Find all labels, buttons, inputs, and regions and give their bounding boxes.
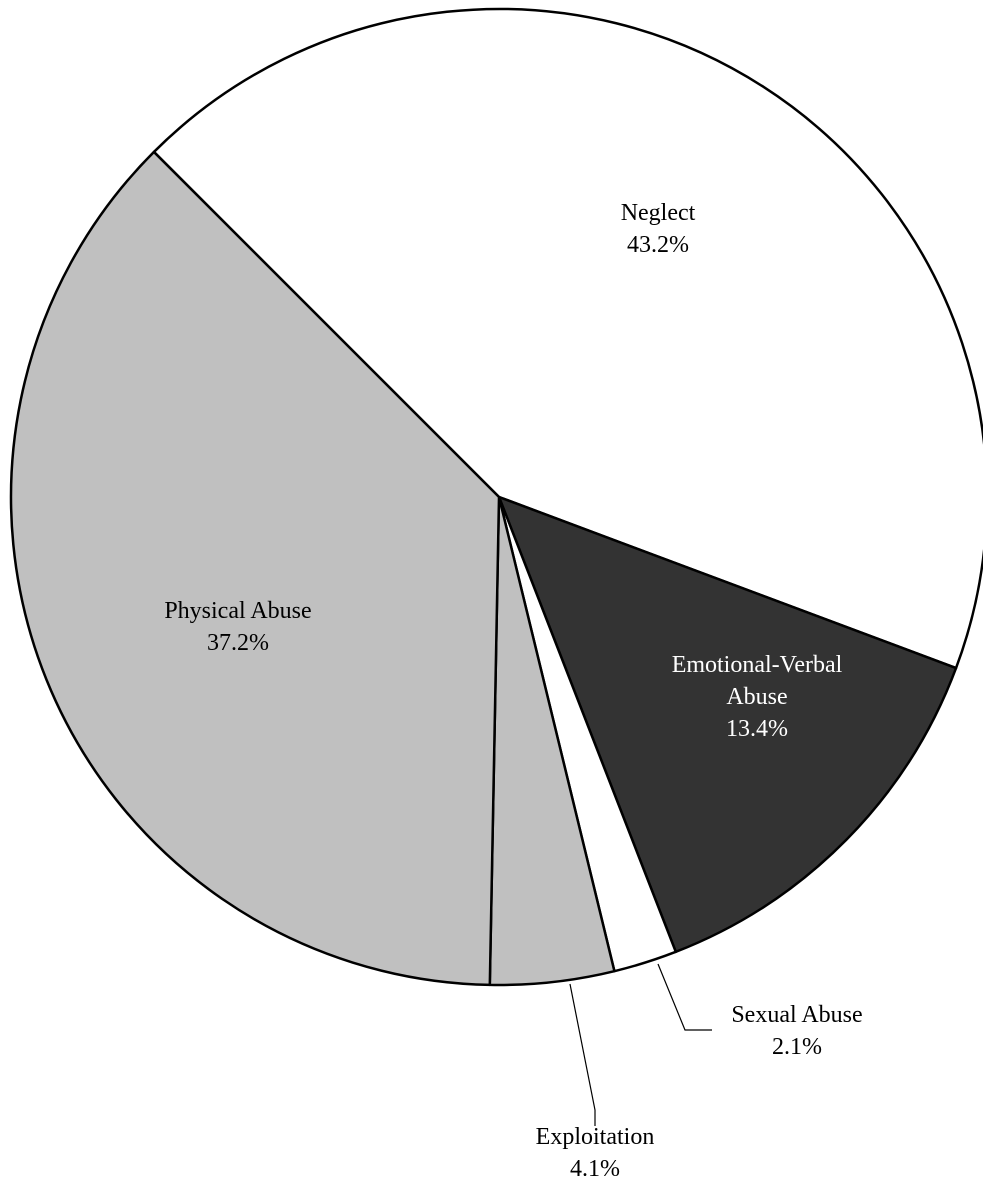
leader-line-exploitation	[569, 983, 596, 1126]
slice-category-label: Neglect	[621, 200, 696, 226]
slice-label-neglect: Neglect 43.2%	[621, 200, 696, 258]
slice-category-label: Abuse	[726, 684, 787, 710]
slice-value-label: 2.1%	[772, 1034, 822, 1060]
slice-category-label: Exploitation	[536, 1124, 655, 1150]
slice-value-label: 43.2%	[627, 232, 689, 258]
pie-slice-emotional-verbal-abuse	[497, 495, 958, 954]
labels-layer: Neglect 43.2% Emotional-Verbal Abuse 13.4% Se…	[164, 200, 862, 1182]
slice-value-label: 37.2%	[207, 630, 269, 656]
slice-label-physical-abuse: Physical Abuse 37.2%	[164, 598, 311, 656]
slice-value-label: 13.4%	[726, 716, 788, 742]
slice-label-emotional-verbal-abuse: Emotional-Verbal Abuse 13.4%	[672, 652, 843, 742]
leader-line-sexual-abuse	[657, 963, 712, 1031]
slice-value-label: 4.1%	[570, 1156, 620, 1182]
pie-slice-physical-abuse	[9, 150, 501, 987]
slice-label-exploitation: Exploitation 4.1%	[536, 1124, 655, 1182]
leader-lines-layer	[569, 963, 712, 1126]
slices-layer	[9, 7, 983, 987]
slice-category-label: Emotional-Verbal	[672, 652, 843, 678]
slice-label-sexual-abuse: Sexual Abuse 2.1%	[731, 1002, 862, 1060]
slice-category-label: Physical Abuse	[164, 598, 311, 624]
slice-category-label: Sexual Abuse	[731, 1002, 862, 1028]
pie-slice-neglect	[152, 7, 983, 670]
